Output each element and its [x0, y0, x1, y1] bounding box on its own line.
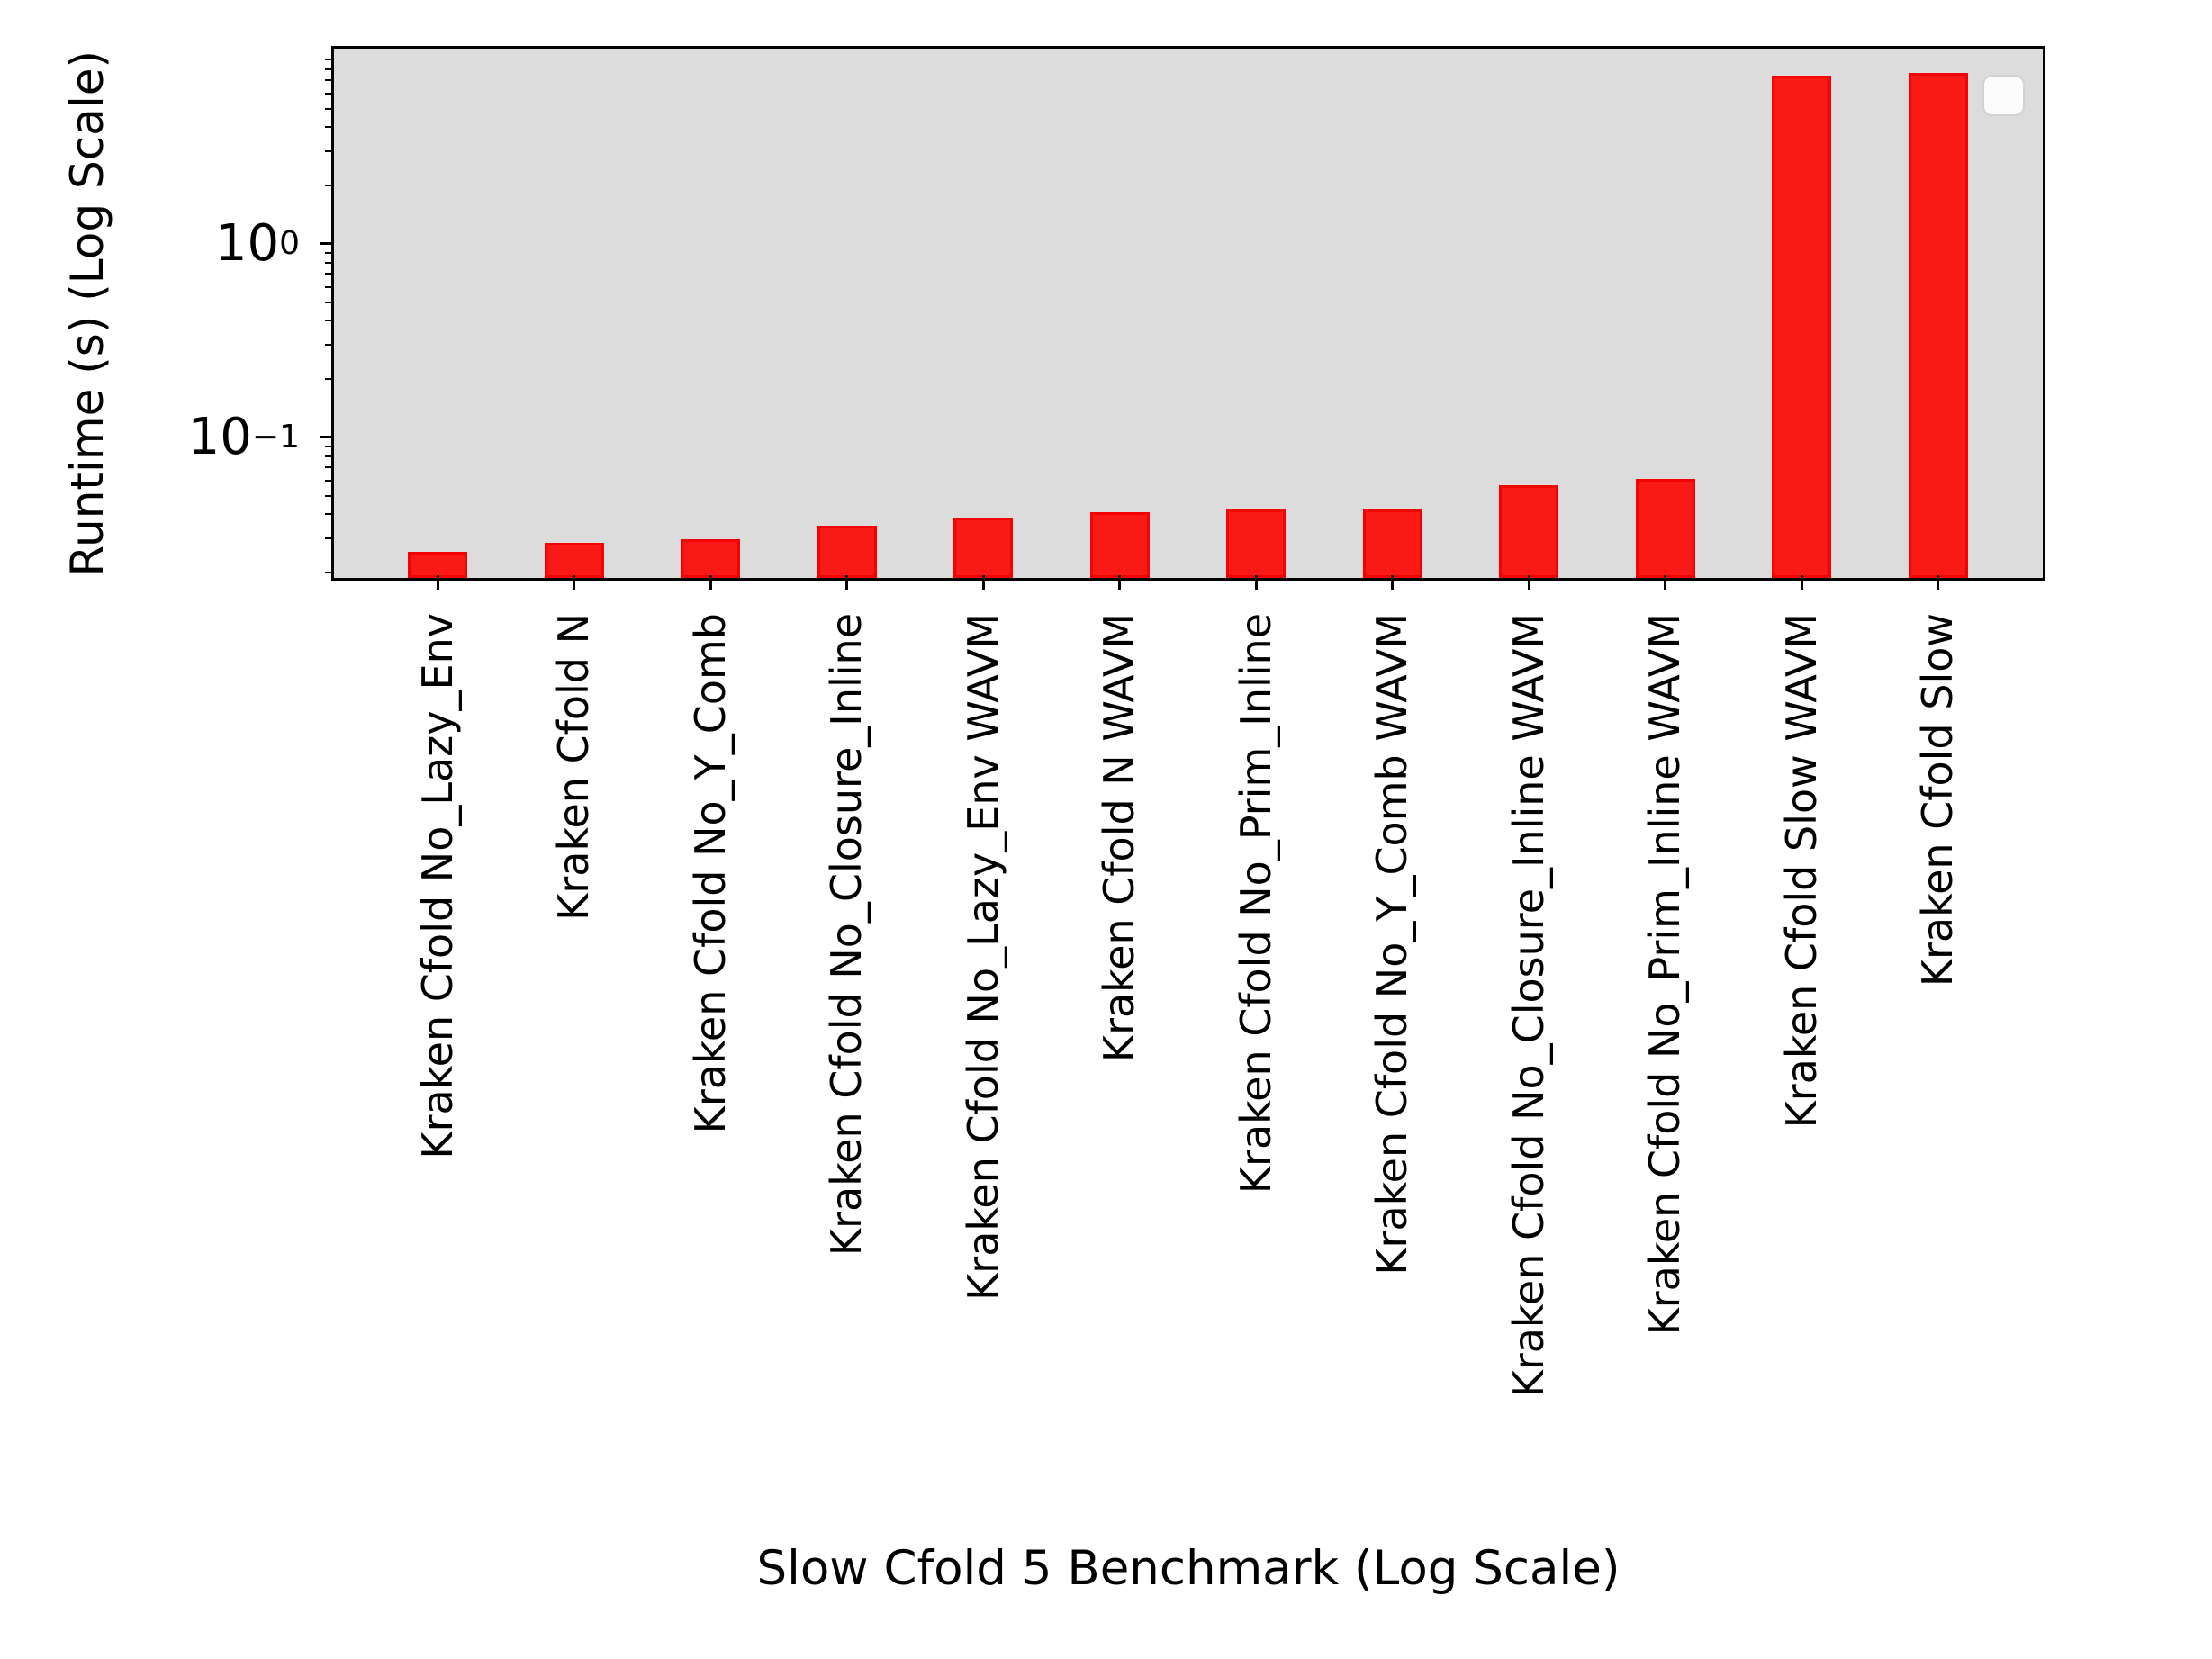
- y-tick-minor: [325, 320, 331, 322]
- y-axis-label-text: Runtime (s) (Log Scale): [61, 50, 113, 577]
- x-tick: [1800, 575, 1803, 590]
- x-tick: [436, 575, 439, 590]
- y-tick-minor: [325, 513, 331, 516]
- y-tick-minor: [325, 301, 331, 303]
- y-tick-major: [320, 436, 331, 439]
- x-tick-label-text: Kraken Cfold N WAVM: [1095, 613, 1144, 1063]
- y-tick-minor: [325, 261, 331, 264]
- y-tick-minor: [325, 285, 331, 288]
- x-tick-label-text: Kraken Cfold Slow WAVM: [1776, 613, 1826, 1129]
- y-tick-minor: [325, 92, 331, 95]
- bar: [1635, 479, 1695, 578]
- x-tick-label: Kraken Cfold Slow WAVM: [1776, 613, 1826, 1129]
- x-axis-label: Slow Cfold 5 Benchmark (Log Scale): [756, 1541, 1621, 1596]
- x-tick-label: Kraken Cfold Slow: [1913, 613, 1963, 987]
- y-axis-label: Runtime (s) (Log Scale): [56, 46, 119, 581]
- bar: [408, 552, 467, 578]
- bar: [1089, 512, 1150, 578]
- bar: [1362, 509, 1422, 578]
- x-tick: [1664, 575, 1666, 590]
- plot-area: [320, 46, 2045, 590]
- x-tick-label-text: Kraken Cfold No_Lazy_Env: [412, 613, 462, 1159]
- x-tick: [1391, 575, 1394, 590]
- x-tick: [1527, 575, 1530, 590]
- y-tick-minor: [325, 445, 331, 447]
- y-tick-minor: [325, 273, 331, 275]
- bar: [953, 518, 1013, 578]
- bar: [1499, 485, 1558, 578]
- y-tick-major: [320, 242, 331, 246]
- bar: [1226, 509, 1286, 578]
- x-tick-label: Kraken Cfold No_Lazy_Env: [412, 613, 462, 1159]
- y-tick-minor: [325, 58, 331, 60]
- y-tick-minor: [325, 378, 331, 381]
- y-tick-minor: [325, 68, 331, 70]
- x-tick: [845, 575, 848, 590]
- bar: [1908, 73, 1968, 578]
- x-tick-label-text: Kraken Cfold No_Lazy_Env WAVM: [958, 613, 1007, 1301]
- x-tick-label-text: Kraken Cfold No_Prim_Inline WAVM: [1640, 613, 1690, 1336]
- x-tick-label: Kraken Cfold N: [549, 613, 599, 921]
- y-tick-minor: [325, 455, 331, 457]
- x-tick-label: Kraken Cfold No_Y_Comb WAVM: [1368, 613, 1417, 1276]
- y-tick-label: 10 −1: [187, 407, 300, 466]
- y-tick-minor: [325, 466, 331, 469]
- bar: [1772, 76, 1831, 578]
- x-tick-label-text: Kraken Cfold Slow: [1913, 613, 1963, 987]
- y-tick-minor: [325, 185, 331, 187]
- x-tick-label-text: Kraken Cfold No_Prim_Inline: [1231, 613, 1280, 1195]
- x-tick-label: Kraken Cfold No_Lazy_Env WAVM: [958, 613, 1007, 1301]
- y-tick-minor: [325, 126, 331, 129]
- x-tick: [573, 575, 575, 590]
- x-tick-label: Kraken Cfold No_Prim_Inline WAVM: [1640, 613, 1690, 1336]
- y-tick-minor: [325, 537, 331, 540]
- y-tick-label-base: 10: [214, 213, 280, 273]
- y-tick-minor: [325, 344, 331, 347]
- x-tick-label-text: Kraken Cfold N: [549, 613, 599, 921]
- legend-box: [1982, 75, 2025, 116]
- bar: [544, 543, 604, 578]
- x-tick-label-text: Kraken Cfold No_Closure_Inline WAVM: [1503, 613, 1553, 1398]
- x-tick: [1254, 575, 1258, 590]
- x-tick: [981, 575, 985, 590]
- x-tick-label: Kraken Cfold No_Closure_Inline WAVM: [1503, 613, 1553, 1398]
- x-tick: [1118, 575, 1121, 590]
- bar: [681, 539, 740, 578]
- y-tick-minor: [325, 251, 331, 254]
- x-tick-label: Kraken Cfold No_Closure_Inline: [822, 613, 871, 1257]
- y-tick-label: 10 0: [214, 213, 300, 273]
- x-tick-label-text: Kraken Cfold No_Closure_Inline: [822, 613, 871, 1257]
- y-tick-minor: [325, 107, 331, 110]
- x-tick-label: Kraken Cfold No_Prim_Inline: [1231, 613, 1280, 1195]
- y-tick-minor: [325, 479, 331, 482]
- x-tick: [709, 575, 712, 590]
- y-tick-minor: [325, 494, 331, 497]
- x-tick: [1937, 575, 1939, 590]
- y-tick-minor: [325, 150, 331, 153]
- y-tick-minor: [325, 79, 331, 82]
- y-tick-label-base: 10: [187, 407, 252, 466]
- y-tick-minor: [325, 572, 331, 574]
- x-tick-label: Kraken Cfold N WAVM: [1095, 613, 1144, 1063]
- x-tick-label-text: Kraken Cfold No_Y_Comb WAVM: [1368, 613, 1417, 1276]
- x-tick-label-text: Kraken Cfold No_Y_Comb: [685, 613, 735, 1134]
- bar: [817, 526, 877, 578]
- x-tick-label: Kraken Cfold No_Y_Comb: [685, 613, 735, 1134]
